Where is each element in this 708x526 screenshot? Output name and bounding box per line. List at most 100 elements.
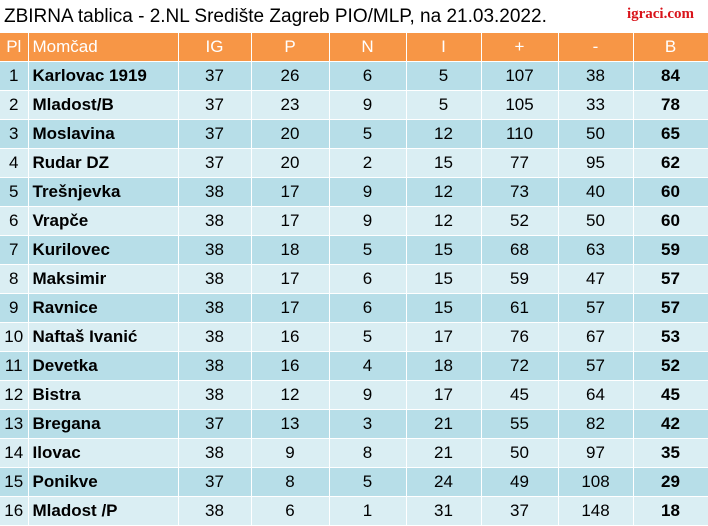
cell-plus: 68	[481, 235, 559, 265]
cell-i: 24	[406, 467, 482, 497]
cell-b: 53	[633, 322, 708, 352]
cell-b: 59	[633, 235, 708, 265]
header-minus: -	[558, 33, 634, 62]
cell-i: 21	[406, 409, 482, 439]
cell-team: Kurilovec	[28, 235, 179, 265]
cell-n: 9	[329, 90, 407, 120]
header-n: N	[329, 33, 407, 62]
cell-plus: 105	[481, 90, 559, 120]
table-row: 6 Vrapče 38 17 9 12 52 50 60	[0, 206, 708, 236]
title-bar: ZBIRNA tablica - 2.NL Središte Zagreb PI…	[0, 0, 708, 33]
cell-team: Ponikve	[28, 467, 179, 497]
table-row: 9 Ravnice 38 17 6 15 61 57 57	[0, 293, 708, 323]
cell-b: 18	[633, 496, 708, 526]
cell-ig: 38	[178, 206, 252, 236]
cell-i: 15	[406, 293, 482, 323]
cell-plus: 72	[481, 351, 559, 381]
cell-team: Mladost /P	[28, 496, 179, 526]
cell-n: 1	[329, 496, 407, 526]
cell-plus: 37	[481, 496, 559, 526]
cell-pl: 3	[0, 119, 29, 149]
table-row: 7 Kurilovec 38 18 5 15 68 63 59	[0, 235, 708, 265]
cell-minus: 82	[558, 409, 634, 439]
cell-ig: 37	[178, 61, 252, 91]
cell-n: 9	[329, 380, 407, 410]
cell-minus: 50	[558, 119, 634, 149]
cell-plus: 59	[481, 264, 559, 294]
table-row: 3 Moslavina 37 20 5 12 110 50 65	[0, 119, 708, 149]
cell-b: 29	[633, 467, 708, 497]
cell-i: 21	[406, 438, 482, 468]
cell-pl: 1	[0, 61, 29, 91]
cell-team: Rudar DZ	[28, 148, 179, 178]
cell-n: 9	[329, 177, 407, 207]
cell-ig: 37	[178, 409, 252, 439]
cell-plus: 50	[481, 438, 559, 468]
cell-ig: 38	[178, 322, 252, 352]
cell-n: 5	[329, 235, 407, 265]
standings-table: Pl Momčad IG P N I + - B 1 Karlovac 1919 3…	[0, 33, 708, 526]
cell-pl: 16	[0, 496, 29, 526]
cell-minus: 67	[558, 322, 634, 352]
cell-b: 60	[633, 177, 708, 207]
header-i: I	[406, 33, 482, 62]
cell-plus: 52	[481, 206, 559, 236]
cell-n: 5	[329, 467, 407, 497]
table-row: 11 Devetka 38 16 4 18 72 57 52	[0, 351, 708, 381]
header-ig: IG	[178, 33, 252, 62]
cell-i: 12	[406, 206, 482, 236]
cell-team: Devetka	[28, 351, 179, 381]
cell-b: 42	[633, 409, 708, 439]
table-header-row: Pl Momčad IG P N I + - B	[0, 33, 708, 62]
cell-team: Ilovac	[28, 438, 179, 468]
cell-ig: 38	[178, 264, 252, 294]
cell-minus: 57	[558, 351, 634, 381]
cell-ig: 37	[178, 467, 252, 497]
cell-plus: 45	[481, 380, 559, 410]
cell-minus: 33	[558, 90, 634, 120]
cell-n: 8	[329, 438, 407, 468]
cell-n: 5	[329, 322, 407, 352]
cell-plus: 49	[481, 467, 559, 497]
table-row: 12 Bistra 38 12 9 17 45 64 45	[0, 380, 708, 410]
cell-minus: 50	[558, 206, 634, 236]
cell-p: 8	[251, 467, 330, 497]
cell-ig: 38	[178, 351, 252, 381]
cell-plus: 76	[481, 322, 559, 352]
cell-i: 15	[406, 235, 482, 265]
cell-team: Mladost/B	[28, 90, 179, 120]
table-row: 5 Trešnjevka 38 17 9 12 73 40 60	[0, 177, 708, 207]
cell-p: 16	[251, 322, 330, 352]
cell-i: 5	[406, 90, 482, 120]
cell-ig: 38	[178, 380, 252, 410]
cell-p: 26	[251, 61, 330, 91]
cell-ig: 38	[178, 496, 252, 526]
cell-pl: 9	[0, 293, 29, 323]
cell-minus: 108	[558, 467, 634, 497]
cell-plus: 55	[481, 409, 559, 439]
cell-ig: 38	[178, 438, 252, 468]
cell-ig: 38	[178, 293, 252, 323]
cell-minus: 38	[558, 61, 634, 91]
table-row: 10 Naftaš Ivanić 38 16 5 17 76 67 53	[0, 322, 708, 352]
cell-minus: 57	[558, 293, 634, 323]
brand-logo[interactable]: igraci.com	[626, 6, 694, 22]
cell-b: 52	[633, 351, 708, 381]
cell-b: 65	[633, 119, 708, 149]
cell-ig: 38	[178, 235, 252, 265]
cell-ig: 38	[178, 177, 252, 207]
table-row: 13 Bregana 37 13 3 21 55 82 42	[0, 409, 708, 439]
cell-team: Maksimir	[28, 264, 179, 294]
cell-plus: 110	[481, 119, 559, 149]
cell-b: 57	[633, 264, 708, 294]
cell-p: 20	[251, 148, 330, 178]
cell-b: 60	[633, 206, 708, 236]
cell-n: 2	[329, 148, 407, 178]
cell-minus: 95	[558, 148, 634, 178]
cell-pl: 7	[0, 235, 29, 265]
cell-p: 17	[251, 177, 330, 207]
cell-b: 57	[633, 293, 708, 323]
header-b: B	[633, 33, 708, 62]
cell-p: 20	[251, 119, 330, 149]
